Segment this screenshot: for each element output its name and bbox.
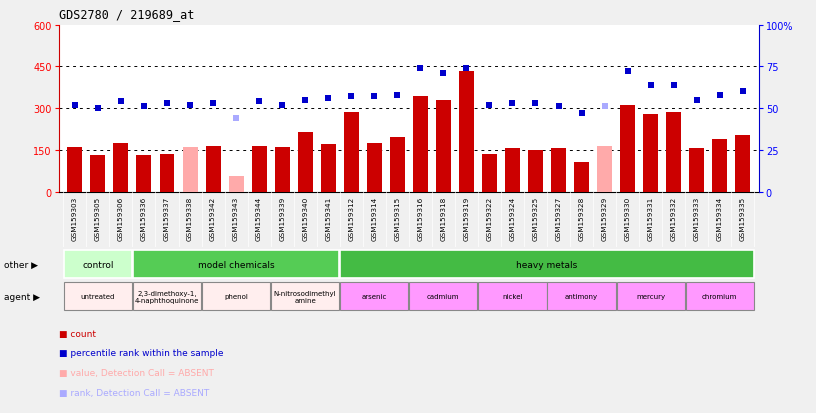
- Text: ■ count: ■ count: [59, 329, 95, 338]
- Text: GSM159342: GSM159342: [210, 197, 216, 241]
- Bar: [64, 283, 132, 311]
- Text: GSM159319: GSM159319: [463, 197, 469, 241]
- Text: GSM159329: GSM159329: [601, 197, 608, 241]
- Text: GSM159341: GSM159341: [326, 197, 331, 241]
- Bar: [390, 138, 405, 192]
- Bar: [548, 283, 615, 311]
- Text: mercury: mercury: [636, 294, 665, 300]
- Bar: [436, 100, 451, 192]
- Bar: [206, 146, 220, 192]
- Text: GSM159340: GSM159340: [302, 197, 308, 241]
- Bar: [113, 143, 128, 192]
- Text: GSM159312: GSM159312: [348, 197, 354, 241]
- Text: GSM159338: GSM159338: [187, 197, 193, 241]
- Bar: [228, 177, 243, 192]
- Text: ■ value, Detection Call = ABSENT: ■ value, Detection Call = ABSENT: [59, 368, 214, 377]
- Text: GSM159333: GSM159333: [694, 197, 699, 241]
- Bar: [482, 154, 497, 192]
- Text: model chemicals: model chemicals: [197, 260, 274, 269]
- Text: GSM159306: GSM159306: [118, 197, 124, 241]
- Bar: [366, 143, 382, 192]
- Bar: [275, 148, 290, 192]
- Text: GSM159315: GSM159315: [394, 197, 401, 241]
- Text: GSM159303: GSM159303: [72, 197, 78, 241]
- Text: N-nitrosodimethyl
amine: N-nitrosodimethyl amine: [274, 290, 336, 303]
- Bar: [413, 96, 428, 192]
- Text: nickel: nickel: [502, 294, 523, 300]
- Text: GSM159339: GSM159339: [279, 197, 285, 241]
- Bar: [91, 156, 105, 192]
- Bar: [340, 283, 408, 311]
- Bar: [666, 113, 681, 192]
- Text: GSM159332: GSM159332: [671, 197, 676, 241]
- Bar: [133, 283, 201, 311]
- Text: GSM159322: GSM159322: [486, 197, 492, 241]
- Text: GSM159335: GSM159335: [740, 197, 746, 241]
- Text: GSM159318: GSM159318: [441, 197, 446, 241]
- Bar: [136, 156, 152, 192]
- Bar: [410, 283, 477, 311]
- Text: GSM159327: GSM159327: [556, 197, 561, 241]
- Text: phenol: phenol: [224, 294, 248, 300]
- Bar: [68, 148, 82, 192]
- Bar: [298, 133, 313, 192]
- Text: chromium: chromium: [702, 294, 738, 300]
- Text: GSM159336: GSM159336: [141, 197, 147, 241]
- Text: agent ▶: agent ▶: [4, 292, 40, 301]
- Text: GSM159314: GSM159314: [371, 197, 377, 241]
- Text: arsenic: arsenic: [361, 294, 387, 300]
- Bar: [574, 163, 589, 192]
- Bar: [505, 149, 520, 192]
- Bar: [735, 135, 750, 192]
- Text: GSM159337: GSM159337: [164, 197, 170, 241]
- Text: GSM159328: GSM159328: [579, 197, 584, 241]
- Bar: [685, 283, 754, 311]
- Bar: [459, 71, 474, 192]
- Text: ■ percentile rank within the sample: ■ percentile rank within the sample: [59, 349, 224, 358]
- Text: GSM159330: GSM159330: [624, 197, 631, 241]
- Text: GSM159325: GSM159325: [533, 197, 539, 241]
- Text: ■ rank, Detection Call = ABSENT: ■ rank, Detection Call = ABSENT: [59, 388, 209, 397]
- Bar: [620, 106, 635, 192]
- Text: cadmium: cadmium: [427, 294, 459, 300]
- Bar: [597, 146, 612, 192]
- Bar: [64, 251, 132, 278]
- Text: other ▶: other ▶: [4, 260, 38, 269]
- Text: untreated: untreated: [81, 294, 115, 300]
- Text: GSM159334: GSM159334: [716, 197, 723, 241]
- Bar: [183, 148, 197, 192]
- Bar: [159, 154, 175, 192]
- Text: GSM159324: GSM159324: [509, 197, 516, 241]
- Text: GSM159343: GSM159343: [233, 197, 239, 241]
- Bar: [617, 283, 685, 311]
- Bar: [321, 145, 335, 192]
- Bar: [712, 139, 727, 192]
- Bar: [251, 146, 267, 192]
- Text: GDS2780 / 219689_at: GDS2780 / 219689_at: [59, 9, 194, 21]
- Bar: [478, 283, 547, 311]
- Bar: [528, 150, 543, 192]
- Bar: [271, 283, 339, 311]
- Text: antimony: antimony: [565, 294, 598, 300]
- Bar: [340, 251, 754, 278]
- Bar: [690, 149, 704, 192]
- Bar: [643, 114, 659, 192]
- Text: GSM159331: GSM159331: [648, 197, 654, 241]
- Text: GSM159316: GSM159316: [417, 197, 424, 241]
- Text: GSM159305: GSM159305: [95, 197, 101, 241]
- Text: GSM159344: GSM159344: [256, 197, 262, 241]
- Text: heavy metals: heavy metals: [517, 260, 578, 269]
- Text: control: control: [82, 260, 113, 269]
- Text: 2,3-dimethoxy-1,
4-naphthoquinone: 2,3-dimethoxy-1, 4-naphthoquinone: [135, 290, 199, 303]
- Bar: [344, 113, 359, 192]
- Bar: [202, 283, 270, 311]
- Bar: [551, 149, 566, 192]
- Bar: [133, 251, 339, 278]
